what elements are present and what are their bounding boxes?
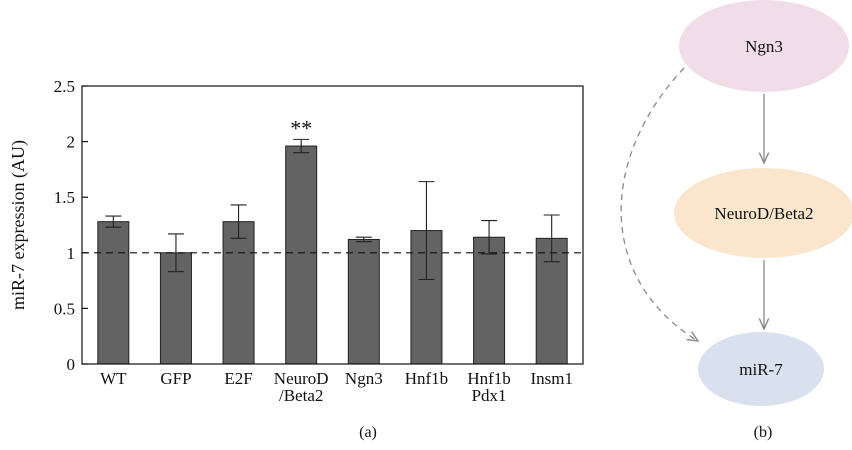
category-label: Hnf1b (467, 369, 510, 388)
bars: ** (97, 115, 568, 365)
category-label: Ngn3 (345, 369, 383, 388)
y-tick-label: 1.5 (54, 188, 75, 207)
y-tick-label: 1 (67, 244, 76, 263)
y-axis-title: miR-7 expression (AU) (8, 140, 29, 310)
panel-label-b: (b) (754, 424, 773, 441)
significance-annotation: ** (290, 115, 312, 140)
node-mir7-label: miR-7 (739, 360, 783, 379)
bar (222, 221, 255, 365)
category-label: GFP (160, 369, 191, 388)
plot-frame (81, 85, 584, 365)
y-tick-label: 0.5 (54, 299, 75, 318)
y-axis-ticks: 0 0.5 1 1.5 2 2.5 (54, 77, 88, 374)
node-ngn3-label: Ngn3 (745, 37, 783, 56)
regulatory-diagram: Ngn3 NeuroD/Beta2 miR-7 (620, 0, 852, 406)
category-label: E2F (224, 369, 252, 388)
node-neurod (674, 168, 852, 258)
bar-chart: 0 0.5 1 1.5 2 2.5 ** WT GFP E2F NeuroD/Beta2 Ngn3… (8, 77, 584, 405)
node-ngn3 (679, 0, 849, 92)
category-label: NeuroD (274, 369, 329, 388)
bar (285, 145, 318, 365)
y-tick-label: 0 (67, 355, 76, 374)
category-label: /Beta2 (279, 386, 323, 405)
category-label: Insm1 (530, 369, 573, 388)
edge-ngn3-to-mir7-dashed (620, 67, 698, 341)
node-neurod-label: NeuroD/Beta2 (714, 204, 813, 223)
category-label: WT (100, 369, 127, 388)
bar (97, 221, 130, 365)
bar (473, 236, 506, 365)
y-tick-label: 2 (67, 133, 76, 152)
panel-label-a: (a) (359, 424, 377, 441)
node-mir7 (698, 332, 824, 406)
bar (347, 238, 380, 365)
y-tick-label: 2.5 (54, 77, 75, 96)
category-label: Pdx1 (472, 386, 507, 405)
category-label: Hnf1b (405, 369, 448, 388)
